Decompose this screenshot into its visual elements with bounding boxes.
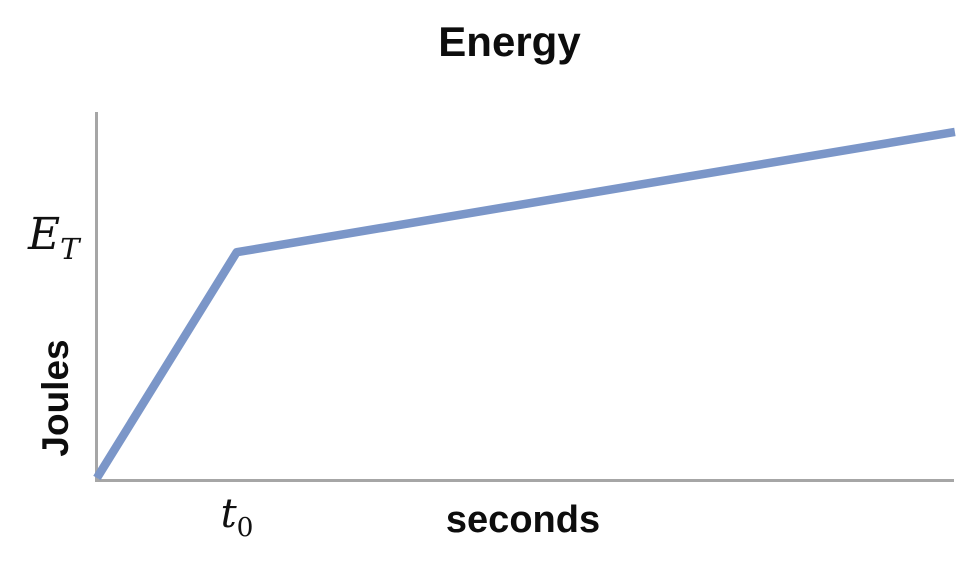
x-tick-subscript: 0	[236, 512, 254, 543]
x-axis-label: seconds	[445, 499, 601, 541]
x-tick-base: t	[220, 491, 237, 537]
y-tick-subscript: T	[60, 231, 80, 266]
energy-line	[93, 127, 956, 481]
y-tick-label-et: ET	[28, 213, 80, 264]
y-axis-label: Joules	[35, 339, 76, 457]
chart-title: Energy	[438, 18, 581, 65]
x-tick-label-t0: t0	[220, 491, 254, 541]
y-tick-base: E	[28, 209, 61, 260]
